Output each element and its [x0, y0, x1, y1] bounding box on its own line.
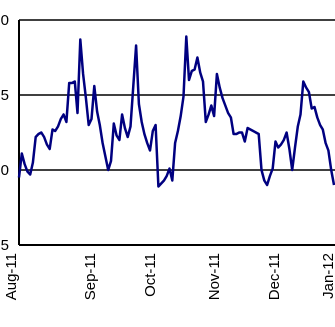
- x-tick-label: Aug-11: [3, 253, 20, 300]
- y-tick-label: 5: [1, 237, 9, 254]
- gridlines: [19, 19, 335, 171]
- y-tick-labels: 5 0 5 0: [1, 12, 9, 254]
- x-tick-labels: Aug-11 Sep-11 Oct-11 Nov-11 Dec-11 Jan-12: [3, 253, 335, 300]
- series-layer: [17, 35, 335, 188]
- x-tick-label: Nov-11: [206, 253, 223, 300]
- x-tick-label: Oct-11: [142, 253, 159, 297]
- axes: [18, 20, 335, 246]
- x-tick-label: Jan-12: [320, 253, 335, 299]
- y-tick-label: 0: [1, 162, 9, 179]
- x-tick-label: Sep-11: [82, 253, 99, 300]
- y-tick-label: 5: [1, 87, 9, 104]
- y-tick-label: 0: [1, 12, 9, 29]
- series-line-0: [17, 35, 335, 188]
- x-tick-label: Dec-11: [266, 253, 283, 300]
